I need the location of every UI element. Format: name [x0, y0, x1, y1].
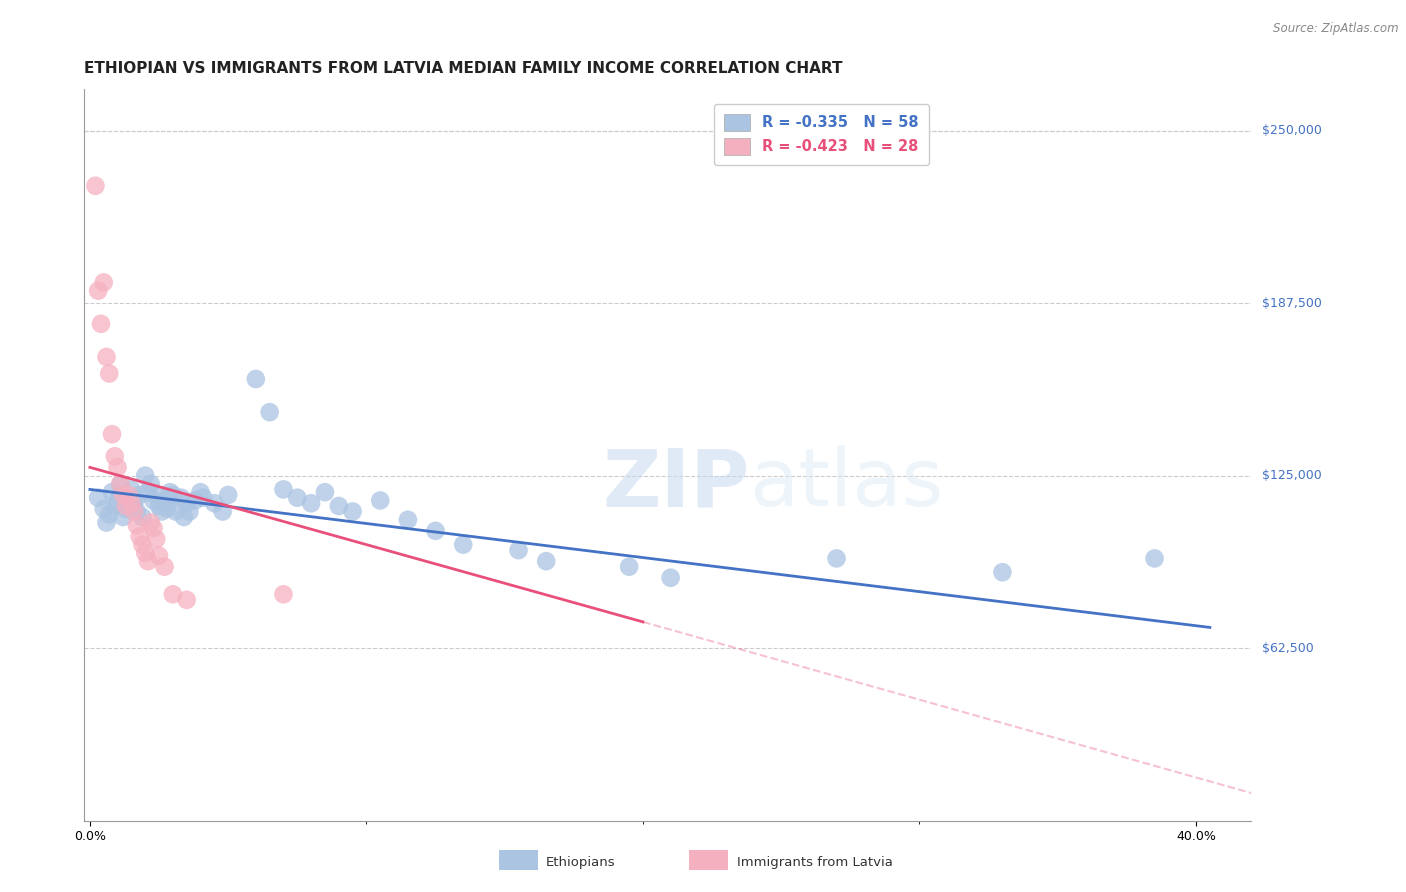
Point: [150, 504, 173, 518]
Point: [173, 510, 195, 524]
Point: [117, 493, 139, 508]
Point: [193, 491, 215, 505]
Text: $250,000: $250,000: [1263, 124, 1322, 137]
Text: Ethiopians: Ethiopians: [546, 856, 616, 869]
Point: [136, 485, 159, 500]
Point: [110, 488, 132, 502]
Point: [104, 499, 127, 513]
Point: [176, 496, 198, 510]
Point: [139, 516, 162, 530]
Point: [162, 488, 184, 502]
Point: [139, 476, 162, 491]
Point: [122, 504, 145, 518]
Point: [122, 496, 145, 510]
Point: [134, 546, 156, 560]
Point: [184, 493, 207, 508]
Point: [825, 551, 848, 566]
Text: atlas: atlas: [749, 445, 943, 524]
Point: [1143, 551, 1166, 566]
Point: [134, 468, 156, 483]
Point: [148, 549, 170, 563]
Point: [508, 543, 530, 558]
Point: [112, 488, 135, 502]
Point: [128, 488, 150, 502]
Point: [190, 485, 212, 500]
Point: [93, 276, 115, 290]
Point: [328, 499, 350, 513]
Point: [259, 405, 281, 419]
Point: [115, 501, 138, 516]
Point: [159, 485, 181, 500]
Point: [107, 493, 129, 508]
Point: [153, 493, 176, 508]
Point: [101, 427, 124, 442]
Point: [165, 504, 187, 518]
Point: [98, 367, 121, 381]
Point: [110, 476, 132, 491]
Text: ETHIOPIAN VS IMMIGRANTS FROM LATVIA MEDIAN FAMILY INCOME CORRELATION CHART: ETHIOPIAN VS IMMIGRANTS FROM LATVIA MEDI…: [84, 61, 842, 76]
Point: [273, 483, 295, 497]
Point: [991, 566, 1014, 580]
Text: Source: ZipAtlas.com: Source: ZipAtlas.com: [1274, 22, 1399, 36]
Point: [128, 529, 150, 543]
Point: [314, 485, 336, 500]
Point: [145, 532, 167, 546]
Point: [84, 178, 107, 193]
Point: [104, 450, 127, 464]
Legend: R = -0.335   N = 58, R = -0.423   N = 28: R = -0.335 N = 58, R = -0.423 N = 28: [714, 103, 929, 165]
Point: [451, 538, 474, 552]
Point: [156, 501, 179, 516]
Point: [368, 493, 391, 508]
Point: [299, 496, 322, 510]
Point: [153, 559, 176, 574]
Text: $187,500: $187,500: [1263, 297, 1322, 310]
Point: [211, 504, 233, 518]
Point: [96, 516, 118, 530]
Point: [342, 504, 364, 518]
Point: [148, 499, 170, 513]
Text: $125,000: $125,000: [1263, 469, 1322, 482]
Point: [202, 496, 225, 510]
Point: [96, 350, 118, 364]
Point: [425, 524, 447, 538]
Point: [98, 508, 121, 522]
Point: [125, 504, 148, 518]
Point: [170, 491, 193, 505]
Point: [396, 513, 419, 527]
Point: [217, 488, 239, 502]
Point: [112, 510, 135, 524]
Text: Immigrants from Latvia: Immigrants from Latvia: [737, 856, 893, 869]
Point: [110, 476, 132, 491]
Point: [93, 501, 115, 516]
Point: [617, 559, 640, 574]
Text: ZIP: ZIP: [602, 445, 749, 524]
Point: [273, 587, 295, 601]
Point: [162, 587, 184, 601]
Point: [136, 554, 159, 568]
Text: $62,500: $62,500: [1263, 641, 1315, 655]
Point: [142, 521, 165, 535]
Point: [285, 491, 308, 505]
Point: [90, 317, 112, 331]
Point: [125, 518, 148, 533]
Point: [87, 491, 110, 505]
Point: [145, 488, 167, 502]
Point: [117, 488, 139, 502]
Point: [120, 496, 142, 510]
Point: [115, 499, 138, 513]
Point: [120, 483, 142, 497]
Point: [101, 485, 124, 500]
Point: [179, 504, 201, 518]
Point: [176, 592, 198, 607]
Point: [131, 538, 153, 552]
Point: [245, 372, 267, 386]
Point: [659, 571, 682, 585]
Point: [107, 460, 129, 475]
Point: [534, 554, 557, 568]
Point: [131, 510, 153, 524]
Point: [87, 284, 110, 298]
Point: [142, 493, 165, 508]
